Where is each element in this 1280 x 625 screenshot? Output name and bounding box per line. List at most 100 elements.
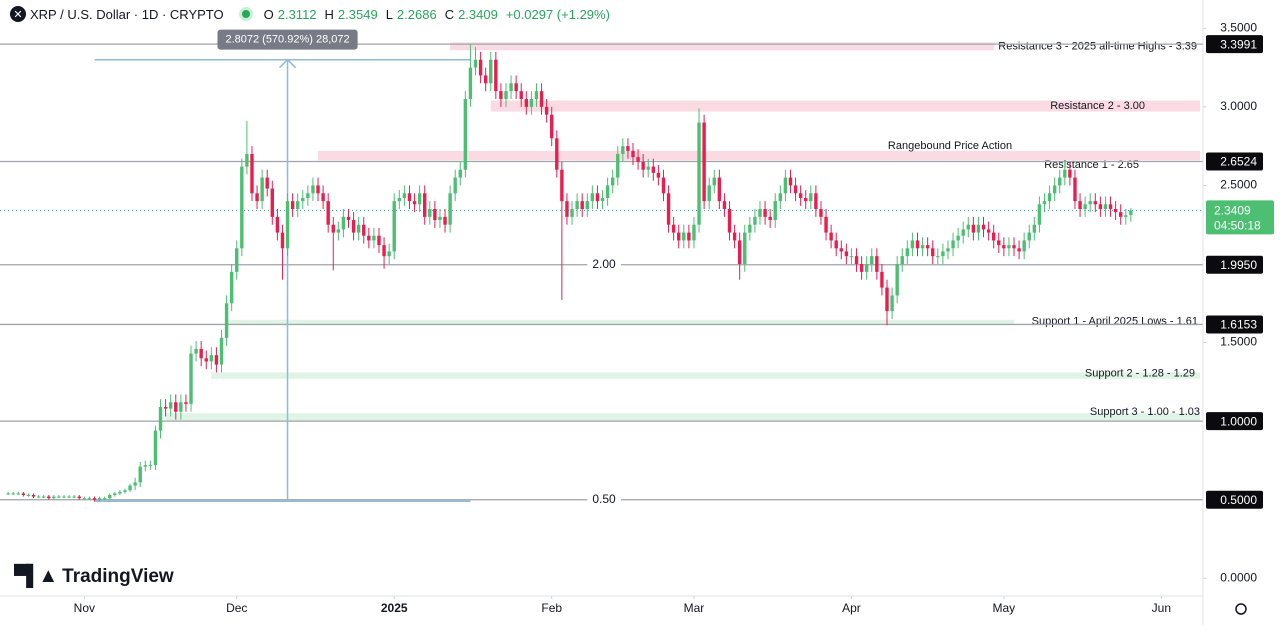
price-box bbox=[1206, 35, 1263, 54]
candle-body bbox=[285, 201, 290, 249]
candle-body bbox=[372, 235, 376, 241]
candle-body bbox=[880, 271, 884, 288]
candle-body bbox=[428, 209, 432, 217]
y-tick-label: 0.0000 bbox=[1220, 570, 1257, 584]
x-tick-label: Apr bbox=[842, 601, 861, 615]
candle-body bbox=[976, 224, 981, 233]
candle-body bbox=[240, 166, 244, 249]
candle-body bbox=[321, 193, 325, 202]
candle-body bbox=[377, 235, 381, 246]
candle-body bbox=[829, 232, 833, 241]
settings-icon[interactable] bbox=[1235, 603, 1247, 615]
header: ✕ XRP / U.S. Dollar · 1D · CRYPTO O 2.311… bbox=[10, 6, 614, 22]
candle-body bbox=[712, 177, 716, 186]
zone-label: Resistance 2 - 3.00 bbox=[1050, 100, 1145, 112]
candle-body bbox=[941, 251, 945, 257]
candle-body bbox=[626, 146, 630, 151]
candle-body bbox=[1027, 232, 1031, 241]
candle-body bbox=[118, 491, 122, 494]
candle-body bbox=[961, 229, 965, 236]
candle-body bbox=[1068, 169, 1072, 178]
gear[interactable] bbox=[1235, 603, 1247, 615]
candle-body bbox=[97, 498, 102, 500]
candle-body bbox=[595, 193, 600, 202]
candle-body bbox=[834, 240, 838, 249]
candle-body bbox=[905, 248, 910, 257]
candle-body bbox=[433, 209, 437, 220]
candle-body bbox=[438, 216, 442, 220]
candle-body bbox=[915, 240, 920, 249]
candle-body bbox=[839, 248, 843, 252]
market-status bbox=[241, 10, 250, 18]
candle-body bbox=[788, 177, 793, 186]
candle-body bbox=[41, 496, 46, 498]
candle-body bbox=[473, 59, 478, 68]
candle-body bbox=[478, 59, 483, 76]
candle-body bbox=[270, 188, 275, 217]
last-price-label: 2.3409 bbox=[1214, 204, 1251, 218]
price-line-text: 2.00 bbox=[592, 257, 616, 271]
zone bbox=[165, 413, 1200, 422]
candle-body bbox=[854, 256, 859, 264]
candle-body bbox=[986, 229, 991, 233]
candle-body bbox=[77, 496, 81, 499]
candle-body bbox=[656, 172, 661, 178]
candle-body bbox=[748, 224, 752, 233]
watermark: ▀▌▲ TradingView bbox=[14, 565, 174, 588]
candle-body bbox=[1093, 201, 1097, 205]
candle-body bbox=[758, 209, 762, 217]
zone-label: Support 1 - April 2025 Lows - 1.61 bbox=[1032, 316, 1198, 328]
candle-body bbox=[194, 348, 198, 354]
candle-body bbox=[11, 493, 15, 495]
ohlc-value: 2.3409 bbox=[458, 6, 498, 22]
lines: 2.00 0.50 2.8072 (570.92%) 28,072 bbox=[0, 29, 1203, 506]
candle-body bbox=[229, 271, 234, 304]
candle-body bbox=[250, 154, 254, 194]
x-tick-label: Dec bbox=[226, 601, 247, 615]
candle-body bbox=[570, 209, 574, 217]
ohlc-key: L bbox=[385, 6, 393, 22]
candle-body bbox=[402, 193, 407, 198]
candle-body bbox=[580, 201, 584, 209]
price-box-label: 0.5000 bbox=[1220, 493, 1257, 507]
candle-body bbox=[1108, 204, 1113, 209]
candle-body bbox=[651, 166, 656, 173]
candle-body bbox=[504, 91, 508, 99]
price-box-label: 3.3991 bbox=[1220, 37, 1257, 51]
ohlc-value: 2.3112 bbox=[277, 6, 317, 22]
candle-body bbox=[494, 59, 498, 92]
candle-body bbox=[341, 216, 346, 230]
candle-body bbox=[600, 198, 605, 202]
candle-body bbox=[265, 177, 269, 189]
y-tick-label: 3.0000 bbox=[1220, 99, 1257, 113]
candle-body bbox=[697, 122, 701, 225]
zone-label: Support 3 - 1.00 - 1.03 bbox=[1090, 406, 1200, 418]
candle-body bbox=[235, 248, 239, 272]
candle-body bbox=[763, 209, 767, 217]
candle-body bbox=[1022, 240, 1026, 252]
candle-body bbox=[1017, 248, 1021, 252]
candle-body bbox=[275, 216, 280, 233]
candle-body bbox=[67, 496, 71, 498]
candle-body bbox=[991, 232, 996, 241]
candle-body bbox=[925, 245, 930, 249]
candle-body bbox=[214, 355, 219, 365]
candle-body bbox=[108, 495, 112, 499]
candle-body bbox=[936, 256, 940, 258]
candle-body bbox=[1098, 204, 1103, 209]
ohlc-key: O bbox=[263, 6, 274, 22]
ohlc-key: H bbox=[324, 6, 334, 22]
measure-label: 2.8072 (570.92%) 28,072 bbox=[225, 34, 349, 46]
candle-body bbox=[453, 177, 457, 194]
candle-body bbox=[1052, 185, 1057, 194]
price-line-text: 0.50 bbox=[592, 492, 616, 506]
candle-body bbox=[809, 193, 813, 202]
candle-body bbox=[184, 402, 188, 404]
candle-body bbox=[1058, 177, 1062, 186]
ohlc-value: 2.3549 bbox=[337, 6, 378, 22]
candle-body bbox=[870, 256, 874, 264]
candle-body bbox=[412, 201, 417, 205]
candle-body bbox=[301, 198, 305, 202]
